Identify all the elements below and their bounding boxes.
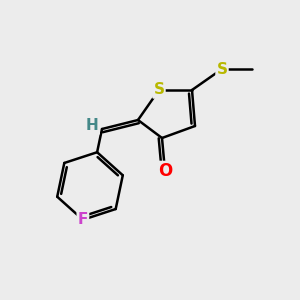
Text: O: O [158,162,172,180]
Text: F: F [78,212,88,227]
Text: S: S [154,82,164,98]
Text: S: S [217,61,227,76]
Text: H: H [86,118,99,134]
